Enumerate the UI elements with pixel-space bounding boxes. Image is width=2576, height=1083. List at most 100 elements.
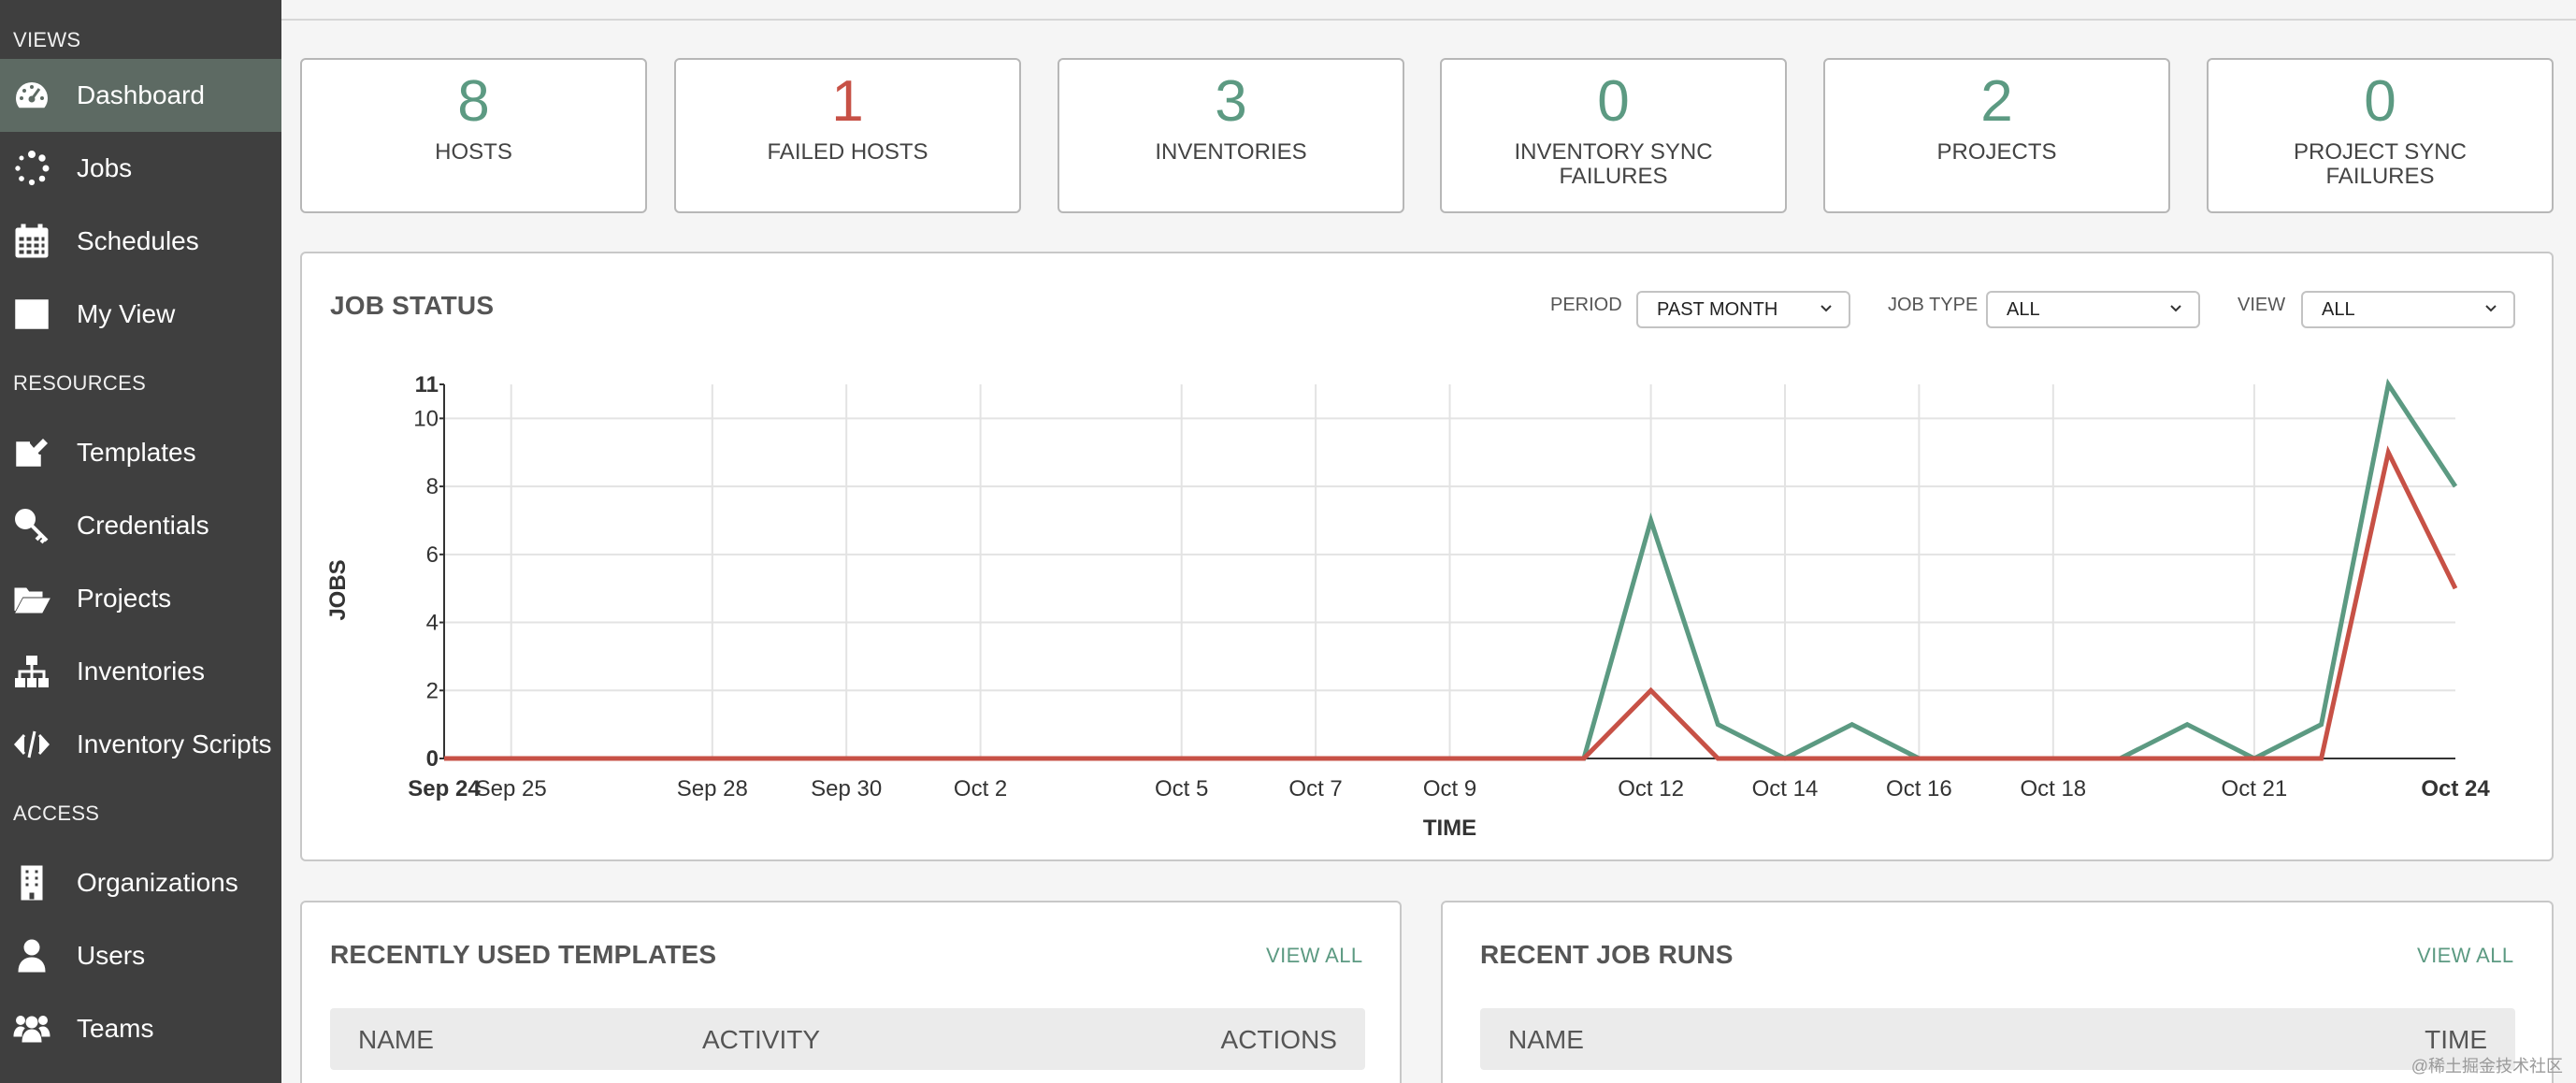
view-label: VIEW [2238, 295, 2286, 315]
x-tick-label: Oct 14 [1752, 776, 1819, 801]
count-label: INVENTORY SYNC FAILURES [1514, 139, 1713, 190]
job-status-panel: JOB STATUS PERIOD PAST MONTH JOB TYPE AL… [300, 252, 2554, 861]
chevron-down-icon [1820, 305, 1832, 312]
job-runs-table-header: NAME TIME [1480, 1008, 2515, 1070]
users-icon [4, 1001, 60, 1057]
sidebar-item-label: My View [77, 299, 176, 328]
sidebar-item-label: Projects [77, 584, 172, 613]
sidebar-item-label: Dashboard [77, 80, 205, 109]
period-select[interactable]: PAST MONTH [1636, 291, 1850, 328]
x-tick-label: Sep 30 [811, 776, 882, 801]
sidebar: VIEWS Dashboard Jobs Schedules My View R… [0, 0, 281, 1083]
sidebar-item-label: Organizations [77, 868, 238, 897]
sidebar-item-users[interactable]: Users [0, 919, 281, 992]
job-status-title: JOB STATUS [330, 291, 495, 320]
section-label-access: ACCESS [13, 801, 100, 825]
sidebar-item-organizations[interactable]: Organizations [0, 846, 281, 919]
x-axis-title: TIME [1423, 816, 1476, 841]
sidebar-item-label: Inventory Scripts [77, 729, 272, 758]
count-card-inventories[interactable]: 3 INVENTORIES [1058, 58, 1404, 213]
count-card-inventory-sync-failures[interactable]: 0 INVENTORY SYNC FAILURES [1440, 58, 1787, 213]
count-card-hosts[interactable]: 8 HOSTS [300, 58, 647, 213]
count-label: HOSTS [435, 139, 512, 165]
folder-open-icon [4, 570, 60, 627]
code-icon [4, 716, 60, 773]
sidebar-item-credentials[interactable]: Credentials [0, 489, 281, 562]
section-label-resources: RESOURCES [13, 371, 147, 395]
series-line-2 [444, 445, 2458, 761]
sidebar-item-label: Credentials [77, 511, 209, 540]
templates-table-header: NAME ACTIVITY ACTIONS [330, 1008, 1365, 1070]
recent-templates-title: RECENTLY USED TEMPLATES [330, 940, 717, 969]
y-tick-label: 8 [426, 474, 439, 499]
x-tick-label: Oct 12 [1618, 776, 1684, 801]
period-label: PERIOD [1550, 295, 1622, 315]
spinner-icon [4, 140, 60, 196]
column-header-time[interactable]: TIME [2425, 1025, 2487, 1054]
sidebar-item-templates[interactable]: Templates [0, 416, 281, 489]
edit-icon [4, 425, 60, 481]
count-label: PROJECTS [1936, 139, 2057, 165]
recent-job-runs-panel: RECENT JOB RUNS VIEW ALL NAME TIME [1441, 901, 2554, 1083]
count-value: 2 [1980, 69, 2013, 134]
sidebar-item-inventory-scripts[interactable]: Inventory Scripts [0, 708, 281, 781]
view-select[interactable]: ALL [2301, 291, 2515, 328]
chevron-down-icon [2170, 305, 2181, 312]
x-tick-label: Oct 21 [2222, 776, 2288, 801]
job-runs-view-all-link[interactable]: VIEW ALL [2417, 944, 2514, 967]
y-tick-label: 11 [415, 372, 439, 397]
count-card-project-sync-failures[interactable]: 0 PROJECT SYNC FAILURES [2207, 58, 2554, 213]
job-type-select[interactable]: ALL [1986, 291, 2200, 328]
view-value: ALL [2322, 299, 2355, 320]
count-label: INVENTORIES [1155, 139, 1307, 165]
sitemap-icon [4, 643, 60, 700]
count-value: 3 [1215, 69, 1247, 134]
sidebar-item-label: Schedules [77, 226, 199, 255]
sidebar-item-schedules[interactable]: Schedules [0, 205, 281, 278]
count-value: 0 [2364, 69, 2396, 134]
user-icon [4, 928, 60, 984]
recent-templates-panel: RECENTLY USED TEMPLATES VIEW ALL NAME AC… [300, 901, 1402, 1083]
y-tick-label: 10 [413, 406, 439, 431]
x-tick-label: Oct 18 [2020, 776, 2086, 801]
sidebar-item-teams[interactable]: Teams [0, 992, 281, 1065]
job-type-label: JOB TYPE [1888, 295, 1979, 315]
count-card-projects[interactable]: 2 PROJECTS [1823, 58, 2170, 213]
x-tick-label: Sep 24 [408, 776, 481, 801]
sidebar-item-jobs[interactable]: Jobs [0, 132, 281, 205]
count-label: PROJECT SYNC FAILURES [2294, 139, 2467, 190]
y-tick-label: 0 [426, 746, 439, 772]
sidebar-item-projects[interactable]: Projects [0, 562, 281, 635]
count-card-failed-hosts[interactable]: 1 FAILED HOSTS [674, 58, 1021, 213]
sidebar-item-label: Inventories [77, 657, 205, 686]
chevron-down-icon [2485, 305, 2497, 312]
column-header-name[interactable]: NAME [1508, 1025, 1584, 1054]
x-tick-label: Oct 24 [2421, 776, 2490, 801]
x-tick-label: Oct 2 [954, 776, 1007, 801]
sidebar-item-my-view[interactable]: My View [0, 278, 281, 351]
top-divider [281, 19, 2576, 21]
key-icon [4, 498, 60, 554]
sidebar-item-label: Users [77, 941, 146, 970]
sidebar-item-dashboard[interactable]: Dashboard [0, 59, 281, 132]
x-tick-label: Oct 5 [1155, 776, 1208, 801]
dashboard-icon [4, 67, 60, 123]
count-value: 8 [457, 69, 490, 134]
x-tick-label: Oct 9 [1423, 776, 1476, 801]
column-header-name[interactable]: NAME [358, 1025, 434, 1054]
x-tick-label: Oct 7 [1288, 776, 1342, 801]
calendar-icon [4, 213, 60, 269]
column-header-activity[interactable]: ACTIVITY [702, 1025, 821, 1054]
count-value: 1 [831, 69, 864, 134]
sidebar-item-inventories[interactable]: Inventories [0, 635, 281, 708]
count-label: FAILED HOSTS [767, 139, 928, 165]
x-tick-label: Sep 28 [677, 776, 748, 801]
section-label-views: VIEWS [13, 28, 81, 51]
building-icon [4, 855, 60, 911]
period-value: PAST MONTH [1657, 299, 1778, 320]
sidebar-item-label: Templates [77, 438, 196, 467]
y-axis-title: JOBS [325, 559, 351, 620]
sidebar-item-label: Teams [77, 1014, 154, 1043]
templates-view-all-link[interactable]: VIEW ALL [1266, 944, 1363, 967]
